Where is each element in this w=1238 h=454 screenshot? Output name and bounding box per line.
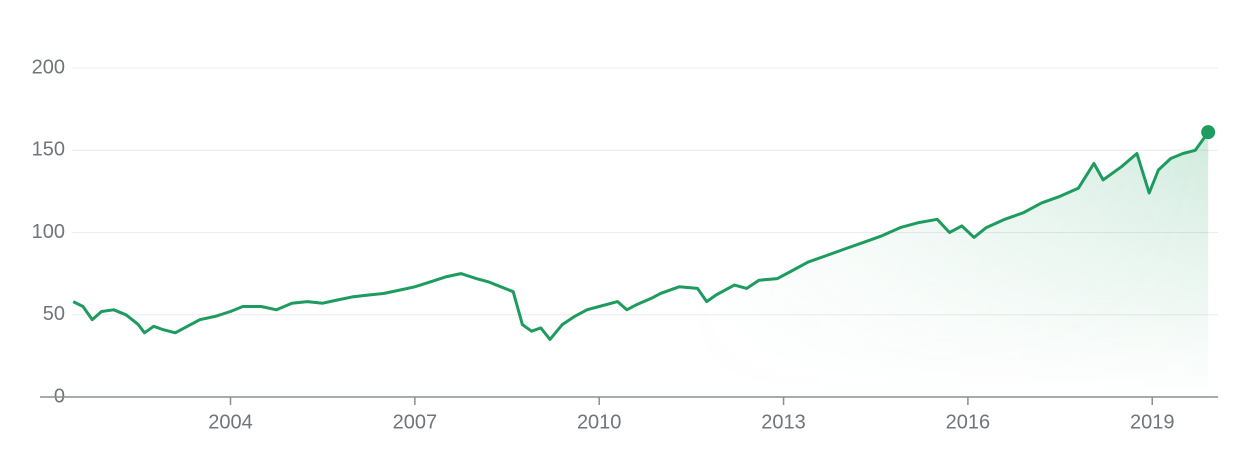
y-tick-label: 200 <box>32 56 65 78</box>
x-tick-label: 2007 <box>393 411 438 433</box>
y-tick-label: 150 <box>32 139 65 161</box>
y-tick-label: 50 <box>43 303 65 325</box>
x-tick-label: 2010 <box>577 411 622 433</box>
line <box>72 131 1210 341</box>
x-tick-label: 2016 <box>946 411 991 433</box>
y-tick-label: 100 <box>32 221 65 243</box>
area <box>73 132 1209 397</box>
x-tick-label: 2004 <box>208 411 253 433</box>
last-point <box>1201 125 1216 140</box>
x-tick-label: 2013 <box>761 411 806 433</box>
x-tick-label: 2019 <box>1130 411 1175 433</box>
